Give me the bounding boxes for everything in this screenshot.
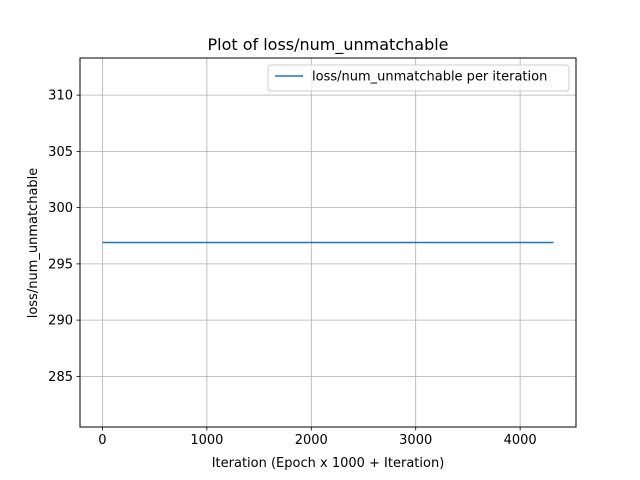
legend: loss/num_unmatchable per iteration — [267, 64, 570, 92]
y-tick-label: 295 — [48, 257, 73, 272]
y-tick-label: 285 — [48, 370, 73, 385]
x-axis-label: Iteration (Epoch x 1000 + Iteration) — [212, 456, 445, 471]
x-tick-label: 1000 — [190, 433, 223, 448]
y-tick-label: 300 — [48, 201, 73, 216]
chart-title: Plot of loss/num_unmatchable — [207, 35, 448, 55]
x-tick-label: 3000 — [399, 433, 432, 448]
y-axis-label: loss/num_unmatchable — [26, 168, 41, 319]
x-tick-label: 2000 — [295, 433, 328, 448]
grid-lines — [80, 58, 576, 427]
x-tick-label: 4000 — [504, 433, 537, 448]
legend-label: loss/num_unmatchable per iteration — [312, 70, 547, 85]
axis-ticks: 0 1000 2000 3000 4000 285 290 295 300 305 310 — [48, 89, 537, 448]
y-tick-label: 310 — [48, 89, 73, 104]
plot-frame — [79, 57, 577, 428]
y-tick-label: 290 — [48, 314, 73, 329]
y-tick-label: 305 — [48, 145, 73, 160]
legend-box — [267, 64, 570, 92]
x-tick-label: 0 — [98, 433, 106, 448]
